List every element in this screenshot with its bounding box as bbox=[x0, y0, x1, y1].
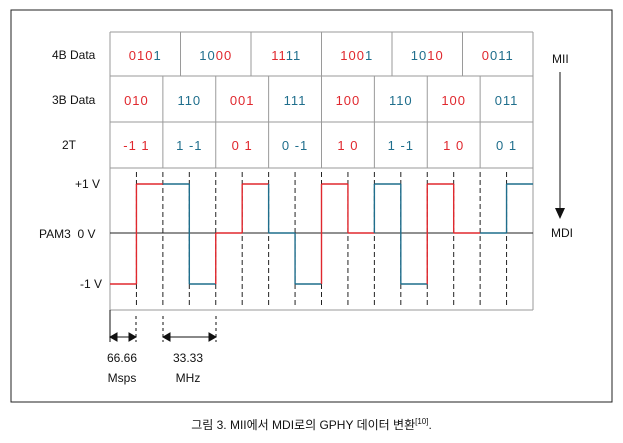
label-mdi: MDI bbox=[551, 226, 573, 240]
bit-4b: 0 bbox=[216, 48, 224, 63]
bit-4b: 0 bbox=[482, 48, 490, 63]
symbols-2t-group: 1 -1 bbox=[176, 138, 202, 153]
bit-4b: 1 bbox=[427, 48, 435, 63]
bits-4b-group: 0101 bbox=[129, 48, 162, 63]
bit-4b: 1 bbox=[365, 48, 373, 63]
bits-3b-group: 110 bbox=[177, 93, 201, 108]
bits-4b-group: 1111 bbox=[271, 48, 301, 63]
waveform-segment bbox=[347, 184, 375, 234]
row-4b-data: 0101 1000 1111 1001 1010 0011 bbox=[129, 48, 514, 63]
bit-4b: 1 bbox=[286, 48, 293, 63]
bit-4b: 1 bbox=[199, 48, 207, 63]
waveform-segment bbox=[452, 184, 481, 234]
waveform-segment bbox=[294, 233, 322, 285]
bits-4b-group: 1010 bbox=[411, 48, 444, 63]
label-plus-1v: +1 V bbox=[75, 177, 100, 191]
label-mhz: MHz bbox=[176, 371, 201, 385]
pam3-waveform bbox=[110, 183, 533, 285]
caption-reference: [10] bbox=[415, 417, 429, 426]
figure-caption: 그림 3. MII에서 MDI로의 GPHY 데이터 변환[10]. bbox=[0, 416, 623, 433]
table-grid bbox=[109, 31, 534, 311]
waveform-segment bbox=[188, 184, 216, 285]
bits-3b-group: 010 bbox=[124, 93, 149, 108]
label-66-66: 66.66 bbox=[107, 351, 137, 365]
bit-4b: 0 bbox=[129, 48, 137, 63]
label-4b-data: 4B Data bbox=[52, 48, 96, 62]
label-3b-data: 3B Data bbox=[52, 93, 96, 107]
waveform-segment bbox=[241, 183, 269, 233]
bit-4b: 1 bbox=[340, 48, 348, 63]
caption-text: 그림 3. MII에서 MDI로의 GPHY 데이터 변환 bbox=[191, 418, 416, 432]
symbols-2t-group: 0 1 bbox=[232, 138, 253, 153]
bit-4b: 1 bbox=[137, 48, 145, 63]
waveform-segment bbox=[400, 184, 428, 285]
label-2t: 2T bbox=[62, 138, 77, 152]
symbols-2t-group: 1 0 bbox=[443, 138, 464, 153]
waveform-segment bbox=[373, 183, 401, 233]
bit-4b: 0 bbox=[349, 48, 357, 63]
waveform-segment bbox=[267, 184, 296, 234]
row-2t: -1 1 1 -1 0 1 0 -1 1 0 1 -1 1 0 0 1 bbox=[123, 138, 517, 153]
bit-4b: 1 bbox=[279, 48, 286, 63]
mii-to-mdi-arrow-head bbox=[555, 208, 565, 219]
waveform-segment bbox=[135, 183, 163, 284]
bits-4b-group: 1000 bbox=[199, 48, 232, 63]
label-mii: MII bbox=[552, 52, 569, 66]
bit-4b: 1 bbox=[411, 48, 419, 63]
bits-3b-group: 011 bbox=[495, 93, 519, 108]
caption-end: . bbox=[428, 418, 432, 432]
waveform-segment bbox=[215, 232, 243, 284]
symbols-2t-group: 1 -1 bbox=[388, 138, 414, 153]
bit-4b: 1 bbox=[498, 48, 505, 63]
symbols-2t-group: 1 0 bbox=[337, 138, 358, 153]
symbols-2t-group: 0 -1 bbox=[282, 138, 308, 153]
bits-4b-group: 1001 bbox=[340, 48, 373, 63]
bit-4b: 1 bbox=[271, 48, 278, 63]
bits-3b-group: 001 bbox=[230, 93, 255, 108]
label-pam3-0v: PAM3 0 V bbox=[39, 227, 95, 241]
label-minus-1v: -1 V bbox=[80, 277, 102, 291]
bit-4b: 1 bbox=[153, 48, 161, 63]
bit-4b: 0 bbox=[419, 48, 427, 63]
label-msps: Msps bbox=[108, 371, 137, 385]
row-3b-data: 010 110 001 111 100 110 100 011 bbox=[124, 93, 519, 108]
waveform-segment bbox=[505, 183, 533, 233]
bits-3b-group: 100 bbox=[336, 93, 361, 108]
waveform-segment bbox=[426, 183, 454, 284]
bits-3b-group: 100 bbox=[441, 93, 466, 108]
label-33-33: 33.33 bbox=[173, 351, 203, 365]
bits-3b-group: 110 bbox=[389, 93, 413, 108]
bit-4b: 0 bbox=[357, 48, 365, 63]
bit-4b: 0 bbox=[224, 48, 232, 63]
timing-measurement bbox=[108, 310, 218, 342]
bit-4b: 0 bbox=[145, 48, 153, 63]
symbols-2t-group: 0 1 bbox=[496, 138, 517, 153]
waveform-segment bbox=[320, 183, 348, 284]
bit-4b: 0 bbox=[208, 48, 216, 63]
outer-border bbox=[10, 9, 613, 403]
bit-4b: 0 bbox=[435, 48, 443, 63]
bit-4b: 1 bbox=[293, 48, 301, 63]
bit-4b: 1 bbox=[506, 48, 514, 63]
bit-4b: 0 bbox=[490, 48, 498, 63]
symbols-2t-group: -1 1 bbox=[123, 138, 149, 153]
bits-3b-group: 111 bbox=[284, 93, 307, 108]
bits-4b-group: 0011 bbox=[482, 48, 514, 63]
